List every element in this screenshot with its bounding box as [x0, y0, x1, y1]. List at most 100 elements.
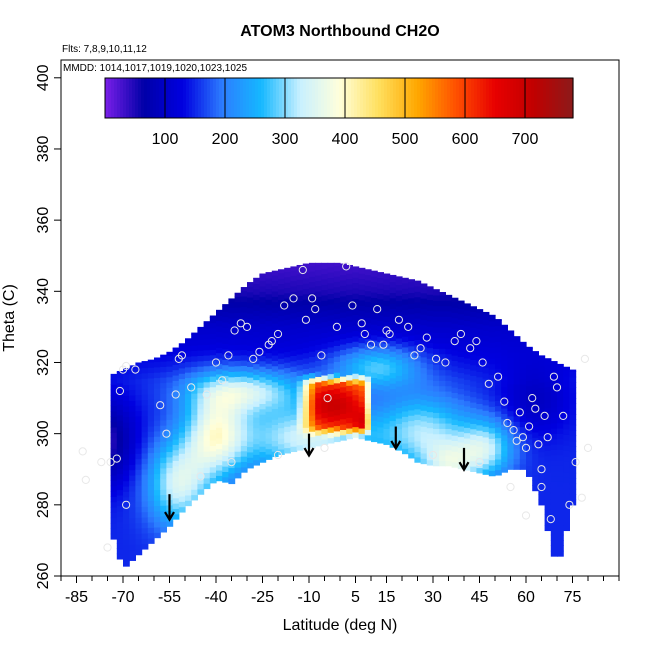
heatmap-cell: [563, 498, 570, 505]
heatmap-cell: [247, 451, 254, 458]
colorbar-segment: [129, 78, 133, 118]
heatmap-cell: [358, 401, 366, 408]
heatmap-cell: [519, 373, 527, 380]
heatmap-cell: [544, 445, 552, 451]
heatmap-cell: [203, 429, 211, 436]
heatmap-cell: [191, 430, 198, 437]
heatmap-cell: [563, 445, 570, 451]
heatmap-cell: [420, 410, 428, 417]
heatmap-cell: [129, 533, 136, 540]
heatmap-cell: [278, 395, 285, 402]
heatmap-cell: [402, 416, 409, 423]
heatmap-cell: [321, 262, 329, 269]
heatmap-cell: [259, 328, 267, 335]
heatmap-cell: [296, 273, 304, 280]
heatmap-cell: [141, 399, 149, 406]
heatmap-cell: [185, 441, 192, 448]
heatmap-cell: [563, 466, 570, 473]
heatmap-cell: [371, 361, 378, 368]
heatmap-cell: [147, 415, 155, 422]
heatmap-cell: [426, 304, 434, 311]
heatmap-cell: [129, 400, 136, 407]
heatmap-cell: [185, 361, 192, 368]
colorbar-tick-label: 600: [452, 131, 479, 148]
heatmap-cell: [371, 276, 378, 282]
colorbar-segment: [240, 78, 244, 118]
heatmap-cell: [141, 511, 149, 518]
colorbar-segment: [231, 78, 235, 118]
heatmap-cell: [414, 291, 422, 298]
heatmap-cell: [166, 456, 174, 463]
heatmap-cell: [147, 495, 155, 502]
heatmap-cell: [209, 402, 217, 409]
heatmap-cell: [147, 457, 155, 464]
heatmap-cell: [147, 377, 155, 384]
heatmap-cell: [265, 331, 273, 338]
heatmap-cell: [166, 351, 174, 356]
heatmap-cell: [495, 319, 502, 321]
heatmap-cell: [160, 499, 167, 506]
heatmap-cell: [247, 307, 254, 314]
data-point: [298, 265, 307, 275]
heatmap-cell: [172, 492, 180, 499]
heatmap-cell: [501, 343, 508, 350]
heatmap-cell: [240, 397, 248, 404]
heatmap-cell: [110, 512, 118, 519]
data-point: [552, 383, 562, 392]
heatmap-cell: [519, 426, 527, 433]
heatmap-cell: [327, 320, 335, 327]
heatmap-cell: [222, 444, 229, 451]
heatmap-cell: [228, 478, 236, 485]
heatmap-cell: [178, 394, 186, 401]
heatmap-cell: [364, 434, 372, 441]
heatmap-cell: [389, 313, 397, 320]
heatmap-cell: [271, 365, 279, 372]
colorbar-segment: [369, 78, 373, 118]
heatmap-cell: [346, 337, 353, 344]
heatmap-cell: [358, 310, 366, 317]
heatmap-cell: [302, 421, 310, 428]
heatmap-cell: [141, 527, 149, 534]
heatmap-cell: [451, 333, 459, 340]
heatmap-cell: [395, 332, 403, 339]
heatmap-cell: [538, 430, 546, 437]
y-tick-label: 320: [35, 349, 52, 376]
colorbar-segment: [225, 78, 229, 118]
heatmap-cell: [234, 349, 242, 356]
heatmap-cell: [476, 376, 484, 383]
heatmap-cell: [284, 426, 291, 433]
heatmap-cell: [364, 408, 372, 414]
heatmap-cell: [464, 437, 471, 444]
heatmap-cell: [383, 374, 391, 381]
heatmap-cell: [265, 352, 273, 359]
heatmap-cell: [383, 438, 391, 445]
heatmap-cell: [414, 419, 422, 426]
heatmap-cell: [383, 273, 391, 280]
heatmap-cell: [172, 471, 180, 477]
heatmap-cell: [141, 436, 149, 443]
heatmap-cell: [476, 440, 484, 447]
heatmap-cell: [216, 395, 223, 402]
heatmap-cell: [408, 335, 415, 342]
heatmap-cell: [141, 410, 149, 417]
heatmap-cell: [414, 435, 422, 442]
heatmap-cell: [284, 383, 291, 390]
heatmap-cell: [420, 404, 428, 411]
heatmap-cell: [228, 430, 236, 437]
heatmap-cell: [445, 428, 453, 435]
data-point: [323, 394, 332, 403]
heatmap-cell: [240, 290, 248, 297]
heatmap-cell: [247, 457, 254, 464]
heatmap-cell: [278, 288, 285, 295]
heatmap-cell: [327, 432, 335, 439]
data-point: [348, 301, 357, 310]
heatmap-cell: [271, 306, 279, 313]
heatmap-cell: [228, 392, 236, 399]
heatmap-cell: [526, 380, 533, 387]
heatmap-cell: [389, 393, 397, 400]
heatmap-cell: [402, 389, 409, 396]
heatmap-cell: [296, 375, 304, 382]
heatmap-cell: [247, 286, 254, 293]
heatmap-cell: [166, 360, 174, 367]
heatmap-cell: [476, 424, 484, 431]
